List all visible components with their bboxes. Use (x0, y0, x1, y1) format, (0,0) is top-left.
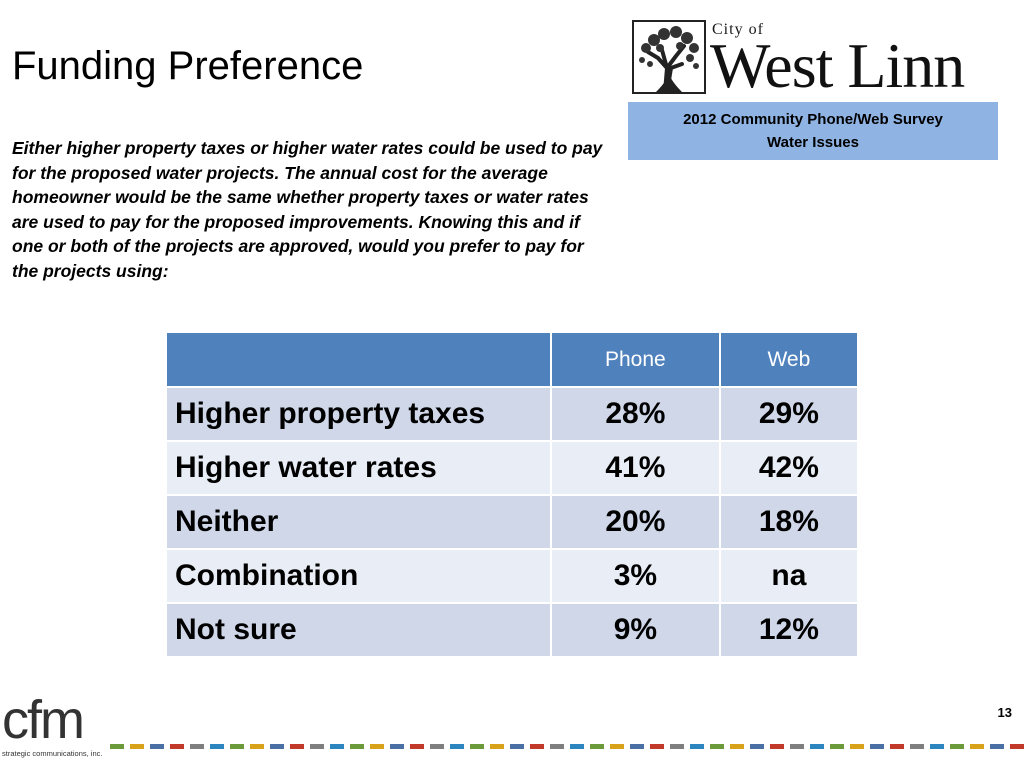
table-header-row: Phone Web (165, 331, 860, 388)
web-value: 42% (718, 440, 860, 496)
cfm-logo: cfm strategic communications, inc. (0, 692, 120, 768)
tree-icon (632, 20, 706, 94)
phone-value: 9% (549, 602, 721, 658)
phone-value: 28% (549, 386, 721, 442)
survey-label-box: 2012 Community Phone/Web Survey Water Is… (628, 102, 998, 160)
slide-title: Funding Preference (12, 44, 364, 88)
city-name: West Linn (710, 30, 965, 101)
header-phone: Phone (549, 331, 721, 388)
row-label: Higher property taxes (165, 386, 552, 442)
page-number: 13 (997, 705, 1012, 720)
web-value: 18% (718, 494, 860, 550)
web-value: na (718, 548, 860, 604)
row-label: Combination (165, 548, 552, 604)
header-web: Web (718, 331, 860, 388)
phone-value: 41% (549, 440, 721, 496)
table-row: Combination 3% na (165, 548, 860, 604)
table-row: Neither 20% 18% (165, 494, 860, 550)
survey-question: Either higher property taxes or higher w… (12, 138, 603, 281)
web-value: 12% (718, 602, 860, 658)
phone-value: 20% (549, 494, 721, 550)
survey-subtitle: Water Issues (767, 134, 859, 151)
row-label: Higher water rates (165, 440, 552, 496)
table-row: Higher property taxes 28% 29% (165, 386, 860, 442)
header-blank (165, 331, 552, 388)
survey-title: 2012 Community Phone/Web Survey (683, 111, 943, 128)
cfm-tagline: strategic communications, inc. (2, 749, 103, 758)
web-value: 29% (718, 386, 860, 442)
results-table: Phone Web Higher property taxes 28% 29% … (165, 331, 860, 658)
footer-dash-divider (110, 744, 1024, 749)
row-label: Neither (165, 494, 552, 550)
city-logo: City of West Linn (632, 18, 994, 101)
table-row: Higher water rates 41% 42% (165, 440, 860, 496)
cfm-brand: cfm (2, 690, 85, 750)
city-of-label: City of (712, 21, 764, 38)
table-row: Not sure 9% 12% (165, 602, 860, 658)
row-label: Not sure (165, 602, 552, 658)
phone-value: 3% (549, 548, 721, 604)
